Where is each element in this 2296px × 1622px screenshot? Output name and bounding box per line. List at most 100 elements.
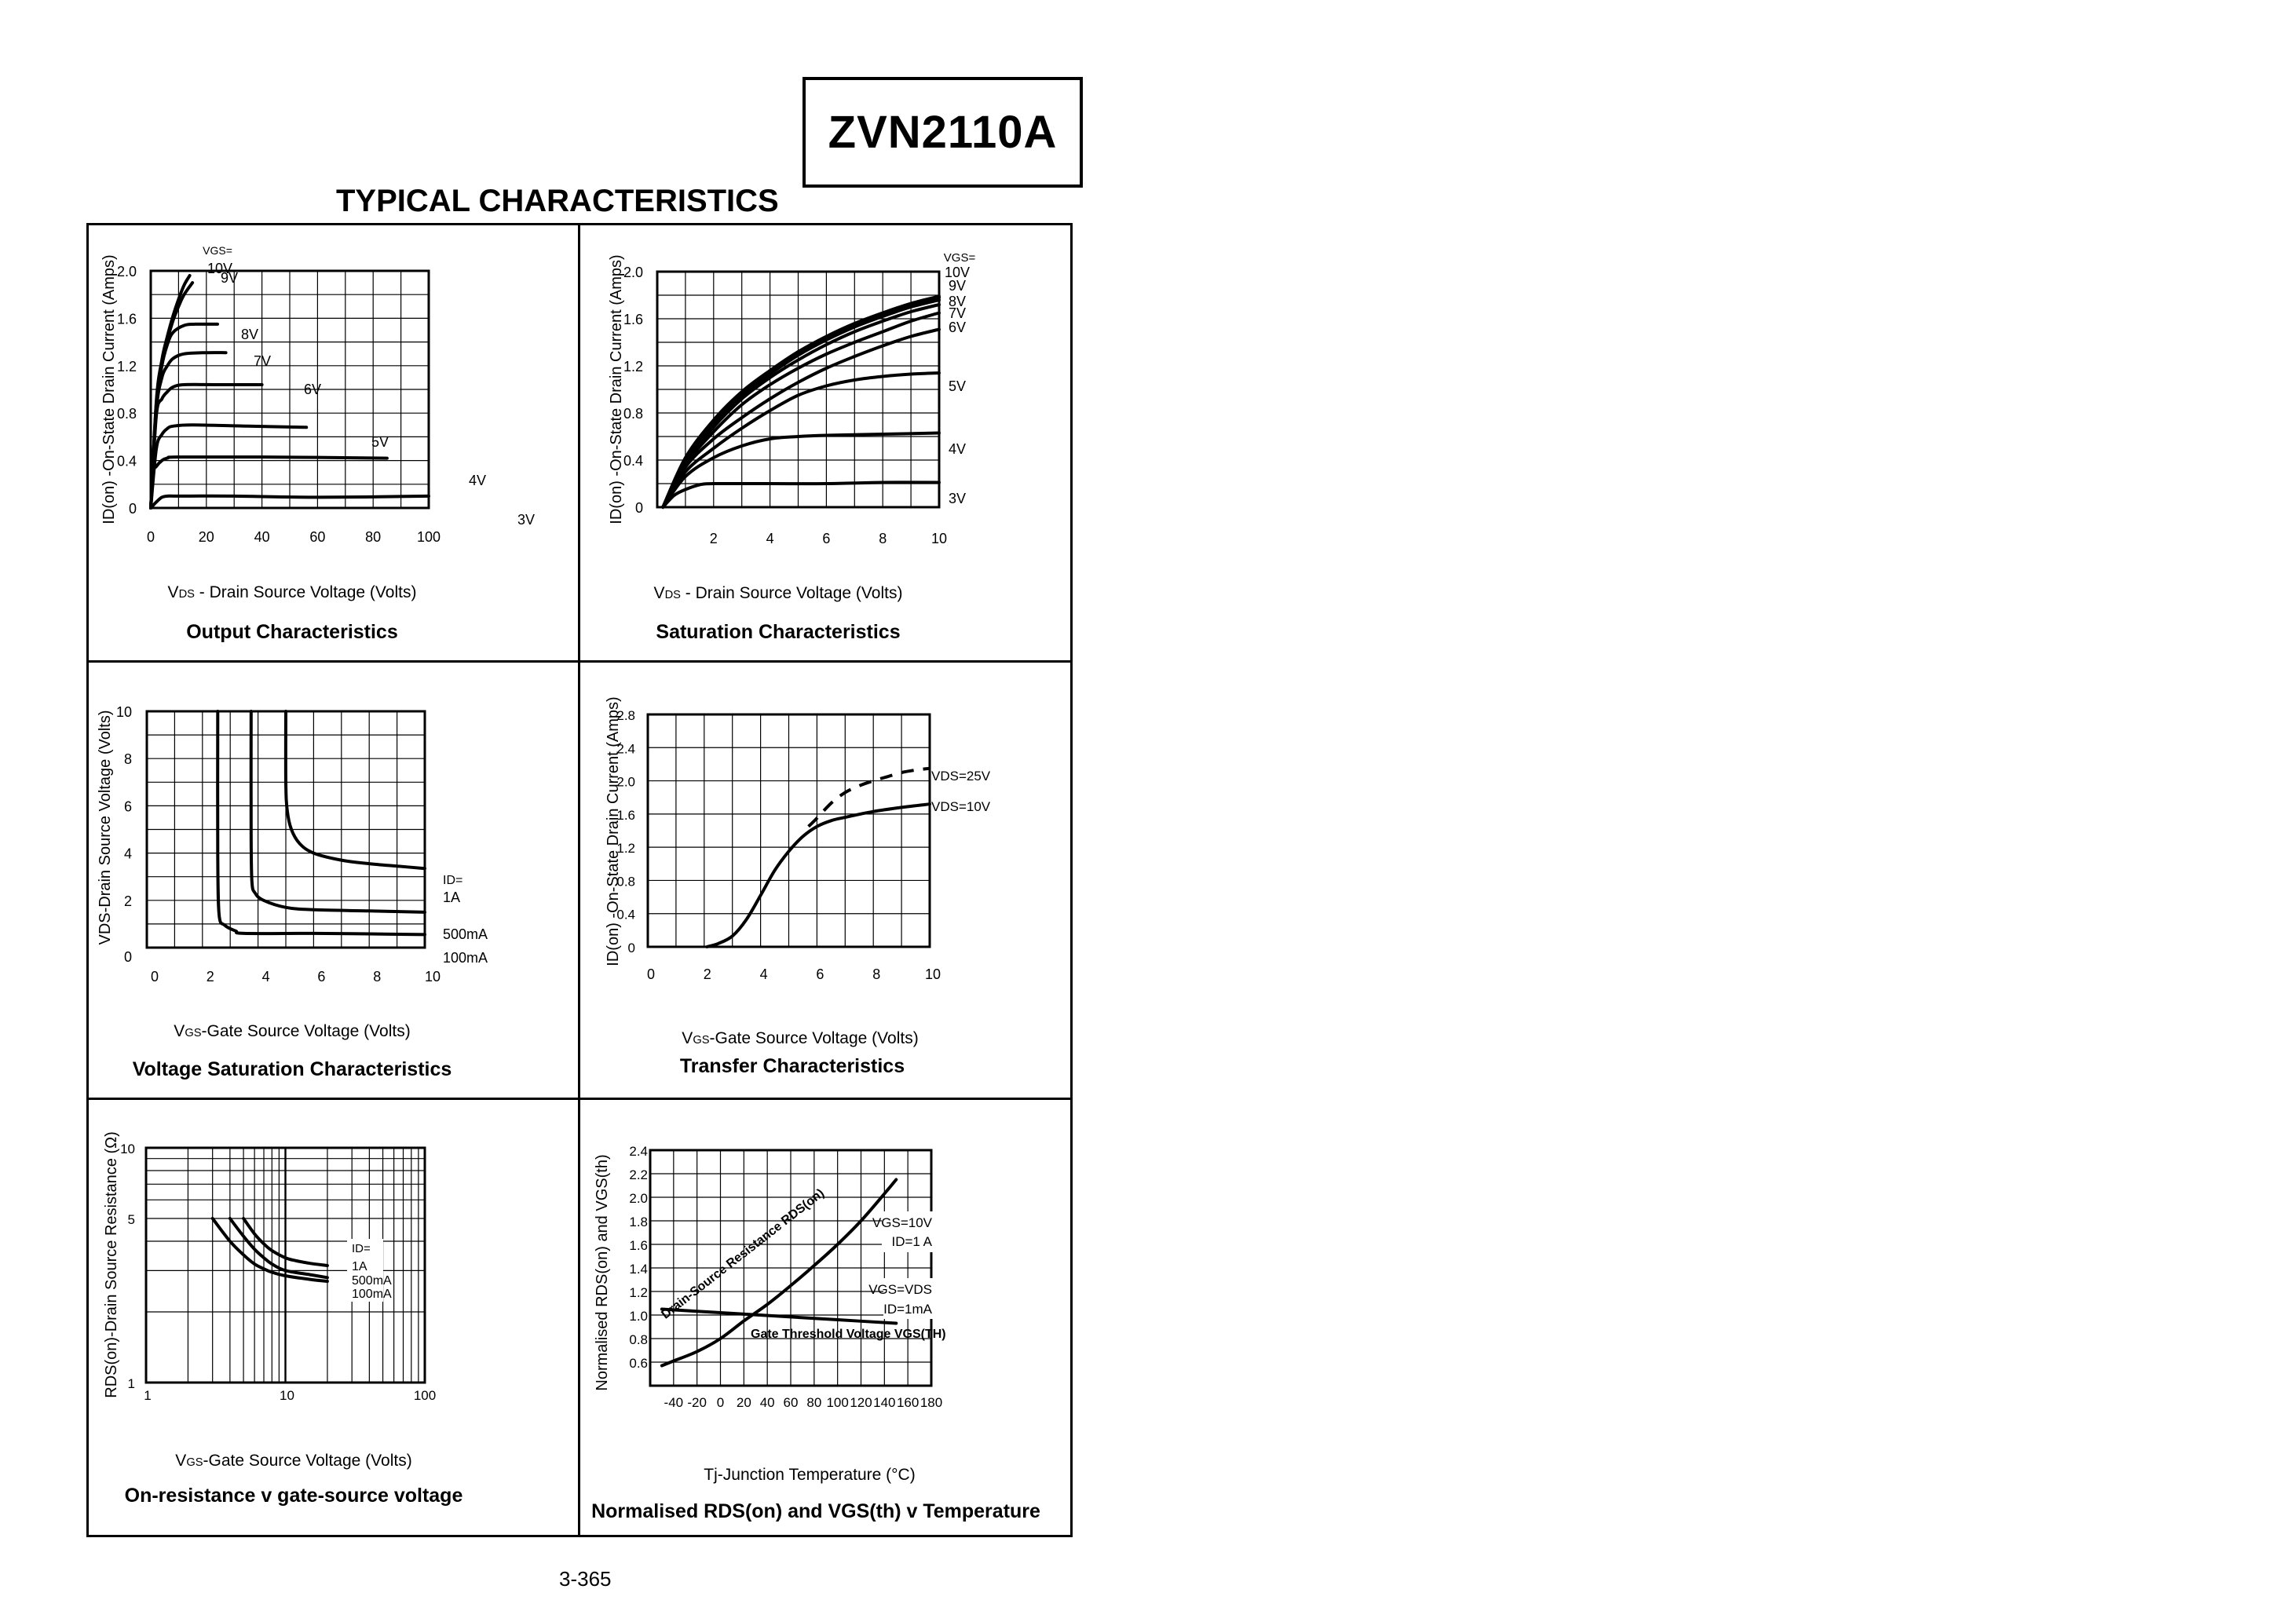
curve-label: 5V [949, 378, 966, 394]
x-tick-label: 40 [254, 529, 270, 545]
curve-vds-10v [705, 802, 931, 948]
axis-label: VDS - Drain Source Voltage (Volts) [168, 583, 417, 601]
axis-label: VGS-Gate Source Voltage (Volts) [175, 1452, 411, 1470]
section-title: TYPICAL CHARACTERISTICS [336, 184, 779, 218]
curve-7v [661, 303, 941, 509]
y-tick-label: 0.8 [623, 406, 643, 422]
x-tick-label: -40 [664, 1395, 684, 1410]
curve-1a [283, 710, 426, 871]
y-tick-label: 8 [124, 751, 132, 767]
y-tick-label: 0.4 [117, 454, 137, 469]
x-tick-label: 100 [417, 529, 441, 545]
rds-curve-label: Drain-Source Resistance RDS(on) [659, 1186, 827, 1321]
curve-label: 7V [949, 305, 966, 321]
y-tick-label: 0.8 [117, 406, 137, 422]
y-tick-label: 2.8 [616, 708, 635, 723]
curve-label: 4V [469, 473, 486, 488]
x-tick-label: 0 [647, 966, 655, 982]
y-tick-label: 0 [124, 949, 132, 965]
legend-title: ID= [352, 1242, 371, 1255]
label-backdrop [882, 1211, 934, 1252]
y-axis-label: ID(on) -On-State Drain Current (Amps) [605, 696, 622, 966]
y-tick-label: 4 [124, 846, 132, 862]
y-tick-label: 1.8 [629, 1215, 648, 1229]
legend-title: VGS= [944, 251, 976, 265]
x-tick-label: 20 [737, 1395, 751, 1410]
y-tick-label: 1.2 [616, 841, 635, 856]
x-axis-label: Tj-Junction Temperature (°C) [704, 1466, 915, 1484]
column-divider [578, 223, 580, 1537]
x-tick-label: 6 [317, 969, 325, 985]
curve-5v [661, 327, 941, 509]
curve-label: 7V [254, 353, 271, 369]
curve-6v [661, 311, 941, 509]
x-tick-label: 2 [710, 531, 718, 546]
curve-label: 9V [949, 278, 966, 294]
chart-transfer-characteristics: 0 0.4 0.8 1.2 1.6 2.0 2.4 2.8 0 2 4 6 8 10 VDS=25V VDS=… [605, 696, 991, 1077]
curve-drain-source-resistance-rds-on- [660, 1178, 898, 1368]
y-tick-label: 1 [128, 1376, 135, 1391]
chart-title: Output Characteristics [186, 621, 398, 643]
x-tick-label: 60 [309, 529, 325, 545]
curve-label: 100mA [352, 1288, 392, 1301]
vth-curve-label: Gate Threshold Voltage VGS(TH) [751, 1328, 946, 1341]
curve-3v [661, 431, 941, 509]
curve-500ma [228, 1217, 329, 1280]
curve-label: 10V [945, 265, 970, 280]
curve-vds-25v [807, 766, 930, 828]
curve-label: 8V [241, 327, 258, 342]
y-axis-label: ID(on) -On-State Drain Current (Amps) [608, 254, 625, 524]
chart-title: Normalised RDS(on) and VGS(th) v Tempera… [591, 1500, 1040, 1522]
plot-border [149, 269, 430, 510]
curve-label: 5V [371, 434, 389, 450]
y-tick-label: 0.4 [616, 908, 635, 922]
y-tick-label: 2.0 [117, 264, 137, 279]
x-tick-label: 4 [262, 969, 270, 985]
x-tick-label: 8 [373, 969, 381, 985]
curve-gate-threshold-voltage-vgs-th- [660, 1307, 898, 1325]
legend-title: ID= [443, 874, 462, 887]
chart-title: Transfer Characteristics [680, 1055, 905, 1077]
plot-area [656, 270, 941, 509]
plot-border [144, 1146, 426, 1384]
plot-border [646, 713, 931, 948]
y-tick-label: 2.0 [629, 1191, 648, 1206]
y-tick-label: 2.2 [629, 1167, 648, 1182]
x-tick-label: 100 [826, 1395, 848, 1410]
chart-title: On-resistance v gate-source voltage [125, 1485, 463, 1507]
x-tick-label: 4 [766, 531, 774, 546]
y-axis-label: VDS-Drain Source Voltage (Volts) [97, 710, 114, 944]
chart-voltage-saturation-characteristics: 0 2 4 6 8 10 0 2 4 6 8 10 ID= 1A 500mA 100mA VGS-Gate So… [97, 704, 488, 1080]
legend-title: VGS= [203, 244, 232, 257]
x-tick-label: 10 [925, 966, 941, 982]
curve-label: VDS=25V [931, 769, 991, 784]
y-tick-label: 2.4 [616, 741, 635, 756]
y-tick-label: 2.0 [616, 775, 635, 790]
y-tick-label: 1.2 [623, 359, 643, 374]
curve-9v [661, 296, 941, 509]
x-tick-label: 40 [760, 1395, 775, 1410]
curve-2v [661, 480, 941, 509]
curve-label: 100mA [443, 950, 488, 966]
x-tick-label: 20 [199, 529, 214, 545]
x-tick-label: 10 [931, 531, 947, 546]
plot-area [149, 269, 430, 510]
curve-8v [661, 298, 941, 509]
curve-label: 3V [949, 491, 966, 506]
curve-label: 6V [949, 320, 966, 335]
part-number: ZVN2110A [828, 107, 1058, 158]
x-tick-label: 2 [207, 969, 214, 985]
condition-label: VGS=10V [872, 1215, 933, 1230]
chart-title: Saturation Characteristics [656, 621, 900, 643]
y-tick-label: 0.8 [629, 1332, 648, 1347]
y-tick-label: 1.2 [629, 1285, 648, 1300]
chart-normalised-temperature: 0.6 0.8 1.0 1.2 1.4 1.6 1.8 2.0 2.2 2.4 -40 -20 0 20 4… [591, 1144, 1040, 1522]
y-tick-label: 2.4 [629, 1144, 648, 1159]
x-tick-label: 0 [147, 529, 155, 545]
y-tick-label: 1.6 [629, 1238, 648, 1253]
y-tick-label: 10 [116, 704, 132, 720]
y-tick-label: 0 [129, 501, 137, 517]
x-tick-label: 6 [816, 966, 824, 982]
y-axis-label: ID(on) -On-State Drain Current (Amps) [101, 254, 118, 524]
page-number: 3-365 [559, 1567, 612, 1591]
